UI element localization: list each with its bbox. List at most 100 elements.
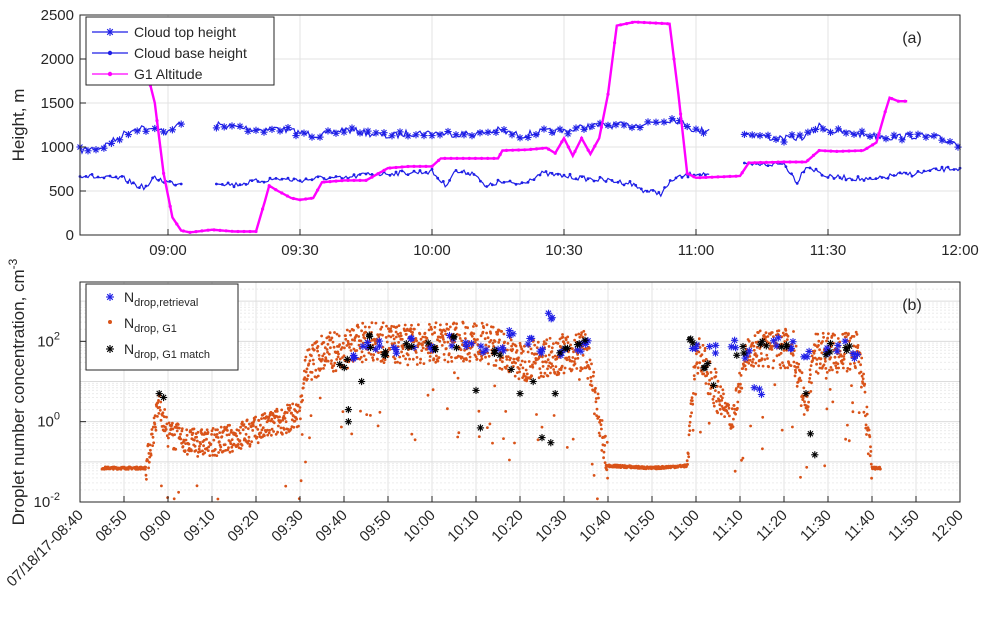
panel-a-xtick-label: 09:30 bbox=[281, 242, 319, 259]
ndrop-g1-point bbox=[573, 362, 577, 366]
series-marker bbox=[120, 175, 124, 178]
ndrop-g1-point bbox=[497, 341, 501, 344]
ndrop-g1-point bbox=[597, 431, 601, 435]
ndrop-retrieval-point bbox=[833, 347, 841, 355]
ndrop-g1-match-point bbox=[581, 336, 589, 344]
ndrop-g1-point bbox=[244, 432, 248, 436]
series-marker-stroke bbox=[301, 130, 307, 136]
ndrop-g1-point bbox=[222, 449, 225, 453]
ndrop-g1-point bbox=[485, 323, 489, 327]
ndrop-g1-point bbox=[785, 338, 789, 341]
ndrop-retrieval-point-stroke bbox=[706, 343, 713, 350]
ndrop-g1-point bbox=[504, 367, 508, 370]
series-marker-stroke bbox=[549, 129, 555, 136]
ndrop-g1-point bbox=[821, 331, 825, 335]
ndrop-g1-point bbox=[435, 354, 438, 358]
ndrop-g1-point bbox=[230, 428, 233, 432]
series-marker bbox=[644, 118, 652, 126]
ndrop-g1-match-point-stroke bbox=[823, 351, 829, 358]
ndrop-g1-point bbox=[546, 358, 550, 362]
ndrop-g1-point bbox=[502, 437, 505, 440]
ndrop-retrieval-point bbox=[509, 330, 517, 338]
legend-label-g1-match: Ndrop, G1 match bbox=[124, 341, 210, 361]
series-marker-stroke bbox=[605, 122, 611, 129]
ndrop-g1-point bbox=[210, 429, 214, 433]
ndrop-g1-point bbox=[837, 366, 840, 370]
series-marker bbox=[280, 191, 284, 195]
ndrop-g1-point bbox=[561, 333, 564, 336]
ndrop-g1-point bbox=[494, 359, 498, 362]
ndrop-g1-point bbox=[783, 366, 787, 370]
ndrop-g1-point bbox=[799, 475, 802, 479]
panel-a-ytick-label: 2500 bbox=[41, 7, 74, 24]
ndrop-g1-point bbox=[752, 348, 756, 352]
ndrop-g1-point bbox=[185, 433, 189, 437]
ndrop-g1-match-point bbox=[573, 341, 582, 349]
ndrop-g1-point bbox=[517, 377, 521, 381]
ndrop-g1-point bbox=[590, 362, 593, 366]
ndrop-retrieval-point-stroke bbox=[372, 346, 379, 353]
ndrop-g1-point bbox=[454, 326, 458, 330]
ndrop-g1-point bbox=[363, 337, 367, 340]
ndrop-g1-point bbox=[581, 353, 585, 357]
ndrop-g1-point bbox=[284, 420, 288, 424]
ndrop-g1-match-point-stroke bbox=[704, 360, 711, 367]
ndrop-g1-point bbox=[782, 364, 785, 367]
series-marker bbox=[364, 172, 368, 176]
ndrop-g1-point bbox=[530, 352, 534, 355]
ndrop-retrieval-point bbox=[482, 346, 490, 354]
ndrop-g1-point bbox=[854, 330, 858, 334]
ndrop-g1-match-point-stroke bbox=[345, 418, 352, 425]
ndrop-g1-point bbox=[566, 335, 570, 339]
ndrop-g1-point bbox=[755, 354, 759, 357]
series-marker bbox=[179, 182, 183, 186]
ndrop-g1-point bbox=[363, 325, 367, 329]
ndrop-g1-point bbox=[335, 358, 339, 361]
series-marker bbox=[657, 191, 661, 194]
ndrop-g1-point bbox=[531, 363, 534, 367]
ndrop-g1-point bbox=[792, 360, 796, 364]
series-marker bbox=[946, 138, 954, 146]
series-marker bbox=[284, 124, 292, 132]
ndrop-g1-match-point-stroke bbox=[345, 406, 352, 413]
ndrop-retrieval-point-stroke bbox=[790, 338, 796, 345]
ndrop-g1-point bbox=[605, 440, 609, 444]
series-marker bbox=[250, 179, 254, 183]
ndrop-g1-point bbox=[463, 348, 466, 352]
ndrop-retrieval-point bbox=[757, 390, 766, 399]
series-marker-stroke bbox=[613, 121, 619, 128]
ndrop-g1-point bbox=[860, 385, 863, 389]
ndrop-g1-point bbox=[360, 329, 363, 333]
ndrop-g1-point bbox=[849, 362, 852, 366]
ndrop-g1-point bbox=[514, 361, 517, 365]
ndrop-g1-point bbox=[590, 462, 594, 466]
ndrop-g1-point bbox=[545, 360, 548, 364]
ndrop-g1-point bbox=[370, 321, 374, 325]
series-marker bbox=[540, 125, 548, 133]
panel-b-label: (b) bbox=[902, 297, 922, 314]
ndrop-g1-point bbox=[753, 334, 757, 337]
ndrop-g1-point bbox=[823, 464, 827, 468]
legend-label-g1: Ndrop, G1 bbox=[124, 315, 177, 335]
ndrop-g1-point bbox=[447, 328, 450, 331]
ndrop-g1-point bbox=[225, 433, 229, 437]
panel-a-label: (a) bbox=[902, 30, 922, 47]
ndrop-g1-point bbox=[582, 329, 586, 333]
ndrop-g1-point bbox=[456, 435, 460, 439]
ndrop-g1-point bbox=[433, 331, 436, 335]
ndrop-g1-point bbox=[411, 331, 414, 334]
ndrop-g1-point bbox=[359, 355, 363, 359]
series-marker bbox=[461, 156, 465, 160]
series-marker bbox=[526, 180, 530, 184]
ndrop-g1-point bbox=[337, 352, 340, 356]
series-marker bbox=[922, 169, 926, 173]
ndrop-g1-point bbox=[165, 434, 169, 438]
ndrop-g1-point bbox=[714, 371, 718, 374]
series-marker-stroke bbox=[899, 136, 905, 143]
ndrop-retrieval-point bbox=[477, 342, 485, 350]
ndrop-g1-point bbox=[816, 332, 820, 336]
series-marker-stroke bbox=[804, 129, 811, 136]
ndrop-g1-point bbox=[274, 432, 278, 436]
ndrop-g1-point bbox=[865, 405, 869, 409]
legend-label-g1-sub: drop, G1 bbox=[134, 323, 177, 335]
